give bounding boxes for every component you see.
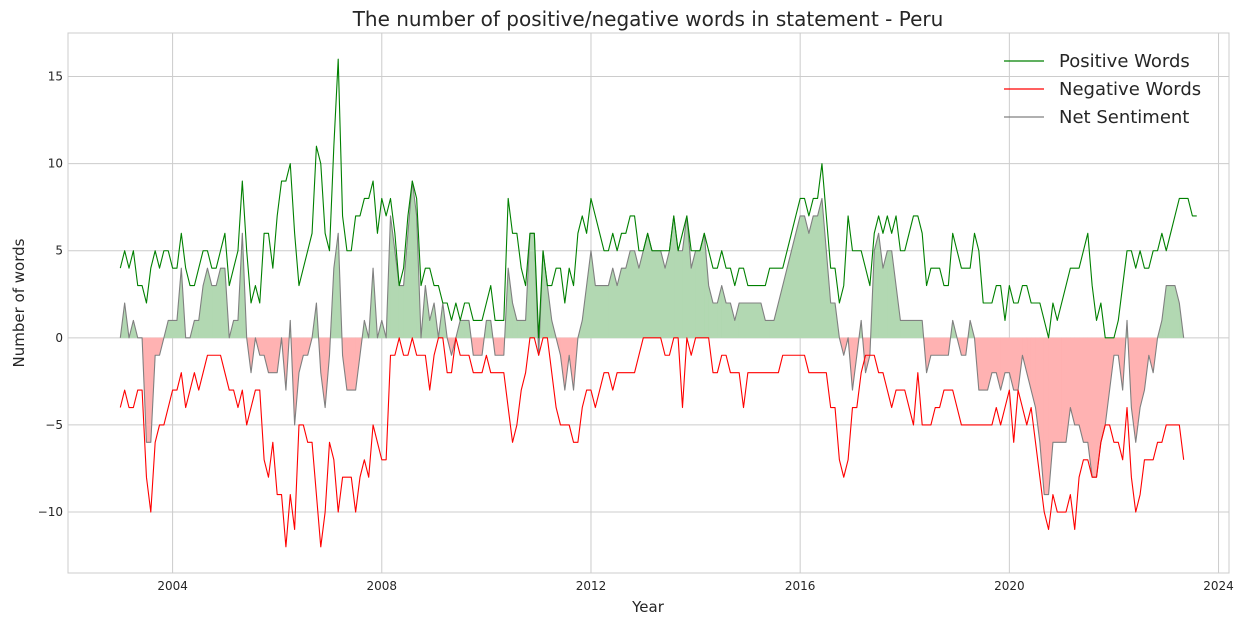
series-lines <box>119 58 1197 548</box>
x-axis-label: Year <box>631 598 665 616</box>
x-tick-label: 2024 <box>1203 579 1234 593</box>
legend-label-net: Net Sentiment <box>1059 107 1189 128</box>
y-tick-labels: −10 −5 0 5 10 15 <box>38 70 63 519</box>
positive-words-line <box>119 58 1197 339</box>
y-axis-label: Number of words <box>10 238 28 367</box>
x-tick-label: 2004 <box>157 579 188 593</box>
y-tick-label: 0 <box>55 331 63 345</box>
y-tick-label: 15 <box>48 70 63 84</box>
x-tick-label: 2012 <box>576 579 607 593</box>
legend-label-positive: Positive Words <box>1059 51 1190 72</box>
y-tick-label: −5 <box>45 418 63 432</box>
plot-frame <box>67 32 1230 574</box>
y-tick-label: 10 <box>48 157 63 171</box>
negative-words-line <box>119 337 1185 548</box>
chart-title: The number of positive/negative words in… <box>352 7 944 31</box>
y-tick-label: 5 <box>55 244 63 258</box>
x-tick-labels: 2004 2008 2012 2016 2020 2024 <box>157 579 1233 593</box>
positive-net-fill <box>120 181 1184 339</box>
legend: Positive Words Negative Words Net Sentim… <box>1004 51 1201 128</box>
x-tick-label: 2016 <box>785 579 816 593</box>
legend-label-negative: Negative Words <box>1059 79 1201 100</box>
x-tick-label: 2020 <box>994 579 1025 593</box>
x-tick-label: 2008 <box>367 579 398 593</box>
y-tick-label: −10 <box>38 505 63 519</box>
